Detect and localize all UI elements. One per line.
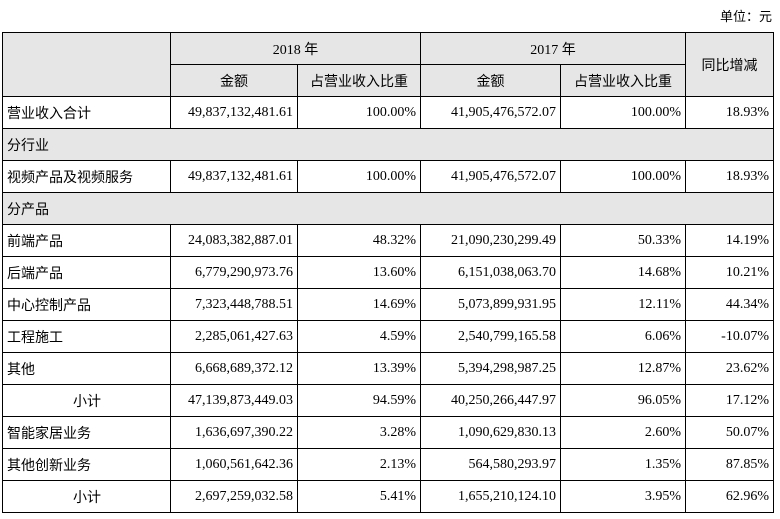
value-cell: 48.32% xyxy=(297,224,421,257)
value-cell: 96.05% xyxy=(560,384,686,417)
value-cell: -10.07% xyxy=(685,320,774,353)
row-label: 工程施工 xyxy=(2,320,171,353)
value-cell: 100.00% xyxy=(560,160,686,193)
row-label: 其他 xyxy=(2,352,171,385)
value-cell: 1,655,210,124.10 xyxy=(420,480,561,513)
value-cell: 94.59% xyxy=(297,384,421,417)
value-cell: 44.34% xyxy=(685,288,774,321)
value-cell: 12.11% xyxy=(560,288,686,321)
value-cell: 100.00% xyxy=(297,96,421,129)
value-cell: 100.00% xyxy=(560,96,686,129)
value-cell: 10.21% xyxy=(685,256,774,289)
data-row: 智能家居业务 1,636,697,390.22 3.28% 1,090,629,830… xyxy=(2,416,774,449)
value-cell: 1,090,629,830.13 xyxy=(420,416,561,449)
value-cell: 14.68% xyxy=(560,256,686,289)
value-cell: 2.60% xyxy=(560,416,686,449)
data-row: 小计 2,697,259,032.58 5.41% 1,655,210,124.10 3… xyxy=(2,480,774,513)
value-cell: 100.00% xyxy=(297,160,421,193)
value-cell: 2.13% xyxy=(297,448,421,481)
value-cell: 41,905,476,572.07 xyxy=(420,160,561,193)
value-cell: 49,837,132,481.61 xyxy=(170,160,298,193)
value-cell: 3.28% xyxy=(297,416,421,449)
data-row: 小计 47,139,873,449.03 94.59% 40,250,266,447.… xyxy=(2,384,774,417)
value-cell: 1,636,697,390.22 xyxy=(170,416,298,449)
data-row: 其他创新业务 1,060,561,642.36 2.13% 564,580,293.9… xyxy=(2,448,774,481)
section-label: 分产品 xyxy=(2,192,774,225)
data-row: 工程施工 2,285,061,427.63 4.59% 2,540,799,165.5… xyxy=(2,320,774,353)
value-cell: 24,083,382,887.01 xyxy=(170,224,298,257)
value-cell: 6,668,689,372.12 xyxy=(170,352,298,385)
value-cell: 41,905,476,572.07 xyxy=(420,96,561,129)
row-label: 前端产品 xyxy=(2,224,171,257)
value-cell: 3.95% xyxy=(560,480,686,513)
value-cell: 5,073,899,931.95 xyxy=(420,288,561,321)
row-label: 小计 xyxy=(2,480,171,513)
row-label: 营业收入合计 xyxy=(2,96,171,129)
data-row: 后端产品 6,779,290,973.76 13.60% 6,151,038,063.… xyxy=(2,256,774,289)
section-row: 分产品 xyxy=(2,192,774,225)
data-row: 视频产品及视频服务 49,837,132,481.61 100.00% 41,905,… xyxy=(2,160,774,193)
value-cell: 14.69% xyxy=(297,288,421,321)
value-cell: 13.39% xyxy=(297,352,421,385)
section-row: 分行业 xyxy=(2,128,774,161)
value-cell: 5.41% xyxy=(297,480,421,513)
value-cell: 47,139,873,449.03 xyxy=(170,384,298,417)
value-cell: 18.93% xyxy=(685,160,774,193)
unit-note: 单位：元 xyxy=(719,9,772,24)
value-cell: 13.60% xyxy=(297,256,421,289)
value-cell: 1.35% xyxy=(560,448,686,481)
data-row: 营业收入合计 49,837,132,481.61 100.00% 41,905,476… xyxy=(2,96,774,129)
row-label: 视频产品及视频服务 xyxy=(2,160,171,193)
value-cell: 2,697,259,032.58 xyxy=(170,480,298,513)
value-cell: 62.96% xyxy=(685,480,774,513)
value-cell: 17.12% xyxy=(685,384,774,417)
value-cell: 18.93% xyxy=(685,96,774,129)
value-cell: 2,285,061,427.63 xyxy=(170,320,298,353)
row-label: 智能家居业务 xyxy=(2,416,171,449)
value-cell: 6,779,290,973.76 xyxy=(170,256,298,289)
value-cell: 564,580,293.97 xyxy=(420,448,561,481)
data-row: 前端产品 24,083,382,887.01 48.32% 21,090,230,29… xyxy=(2,224,774,257)
header-cell xyxy=(2,32,171,97)
value-cell: 5,394,298,987.25 xyxy=(420,352,561,385)
header-cell: 2017 年 xyxy=(420,32,686,65)
value-cell: 6,151,038,063.70 xyxy=(420,256,561,289)
row-label: 后端产品 xyxy=(2,256,171,289)
header-row: 2018 年 2017 年 同比增减 xyxy=(2,32,774,97)
header-cell: 金额 xyxy=(420,64,561,97)
header-cell: 2018 年 xyxy=(170,32,421,65)
header-row: 金额 占营业收入比重 金额 占营业收入比重 xyxy=(3,64,774,97)
data-row: 其他 6,668,689,372.12 13.39% 5,394,298,987.25… xyxy=(2,352,774,385)
value-cell: 4.59% xyxy=(297,320,421,353)
value-cell: 2,540,799,165.58 xyxy=(420,320,561,353)
row-label: 中心控制产品 xyxy=(2,288,171,321)
row-label: 其他创新业务 xyxy=(2,448,171,481)
value-cell: 50.33% xyxy=(560,224,686,257)
header-cell: 金额 xyxy=(170,64,298,97)
row-label: 小计 xyxy=(2,384,171,417)
value-cell: 14.19% xyxy=(685,224,774,257)
value-cell: 49,837,132,481.61 xyxy=(170,96,298,129)
header-cell: 占营业收入比重 xyxy=(560,64,686,97)
data-row: 中心控制产品 7,323,448,788.51 14.69% 5,073,899,93… xyxy=(2,288,774,321)
value-cell: 40,250,266,447.97 xyxy=(420,384,561,417)
section-label: 分行业 xyxy=(2,128,774,161)
value-cell: 7,323,448,788.51 xyxy=(170,288,298,321)
revenue-table: 2018 年 2017 年 同比增减 金额 占营业收入比重 金额 占营业收入比重… xyxy=(2,32,774,513)
value-cell: 50.07% xyxy=(685,416,774,449)
value-cell: 87.85% xyxy=(685,448,774,481)
value-cell: 21,090,230,299.49 xyxy=(420,224,561,257)
value-cell: 6.06% xyxy=(560,320,686,353)
header-cell: 占营业收入比重 xyxy=(297,64,421,97)
value-cell: 1,060,561,642.36 xyxy=(170,448,298,481)
value-cell: 23.62% xyxy=(685,352,774,385)
header-cell: 同比增减 xyxy=(685,32,774,97)
value-cell: 12.87% xyxy=(560,352,686,385)
